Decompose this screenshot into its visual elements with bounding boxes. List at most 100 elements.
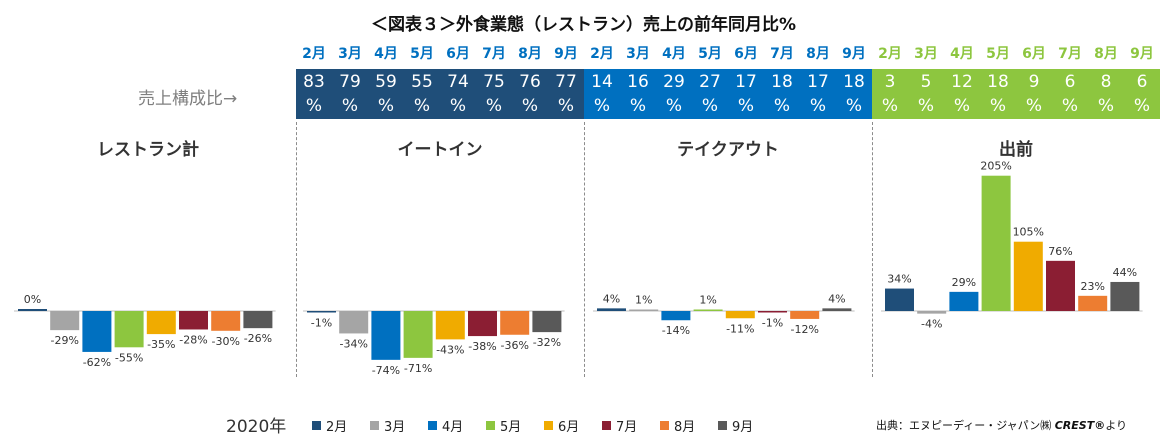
month-header: 6月	[734, 46, 758, 62]
sales-share-value: 6	[1064, 72, 1076, 92]
sales-share-value: 27	[699, 72, 721, 92]
sales-share-value: 9	[1028, 72, 1040, 92]
legend-swatch	[428, 421, 437, 430]
legend-item: 2月	[312, 416, 370, 435]
sales-share-unit: %	[377, 96, 395, 116]
month-header: 4月	[374, 46, 398, 62]
bar-2-8	[532, 311, 562, 333]
month-header: 5月	[698, 46, 722, 62]
month-header: 5月	[410, 46, 434, 62]
chart-title: ＜図表３＞外食業態（レストラン）売上の前年同月比%	[370, 15, 797, 35]
legend-item: 9月	[718, 416, 776, 435]
bar-2-6	[468, 311, 497, 337]
sales-share-value: 18	[843, 72, 865, 92]
sales-share-cell: 74%	[440, 69, 476, 119]
month-header: 3月	[914, 46, 938, 62]
legend-label: 9月	[732, 420, 754, 435]
sales-share-eatin: 83% 79% 59% 55% 74% 75% 76% 77%	[296, 69, 584, 119]
bar-4-6	[1046, 260, 1075, 311]
panel-divider	[584, 122, 585, 377]
data-label: 1%	[635, 294, 652, 307]
sales-share-unit: %	[629, 96, 647, 116]
sales-share-unit: %	[701, 96, 719, 116]
sales-share-unit: %	[665, 96, 683, 116]
legend-swatch	[486, 421, 495, 430]
legend-label: 8月	[674, 420, 696, 435]
legend-label: 2月	[326, 420, 348, 435]
sales-share-value: 5	[920, 72, 932, 92]
source-note: 出典：エヌピーディー・ジャパン㈱ CREST®より	[876, 417, 1127, 433]
data-label: 44%	[1113, 266, 1137, 279]
sales-share-cell: 29%	[656, 69, 692, 119]
data-label: -11%	[726, 322, 754, 335]
month-header: 3月	[338, 46, 362, 62]
sales-share-unit: %	[1025, 96, 1043, 116]
data-label: -4%	[921, 318, 942, 331]
legend-label: 6月	[558, 420, 580, 435]
sales-share-unit: %	[413, 96, 431, 116]
month-header: 8月	[806, 46, 830, 62]
bar-1-6	[179, 311, 208, 330]
legend-item: 6月	[544, 416, 602, 435]
legend-item: 4月	[428, 416, 486, 435]
data-label: 76%	[1048, 245, 1072, 258]
bar-3-1	[597, 308, 626, 311]
legend-item: 8月	[660, 416, 718, 435]
legend-label: 7月	[616, 420, 638, 435]
bar-3-4	[693, 309, 723, 311]
sales-share-cell: 75%	[476, 69, 512, 119]
sales-share-value: 76	[519, 72, 541, 92]
bar-4-2	[917, 311, 947, 314]
sales-share-cell: 83%	[296, 69, 332, 119]
data-label: -1%	[762, 317, 783, 330]
data-label: -29%	[50, 334, 78, 347]
month-header: 4月	[662, 46, 686, 62]
bar-3-6	[758, 311, 787, 313]
legend-swatch	[370, 421, 379, 430]
data-label: 105%	[1013, 226, 1044, 239]
sales-share-delivery: 3% 5% 12% 18% 9% 6% 8% 6%	[872, 69, 1160, 119]
data-label: 205%	[980, 160, 1011, 173]
sales-share-unit: %	[773, 96, 791, 116]
data-label: -62%	[83, 356, 111, 369]
bar-1-2	[50, 311, 80, 331]
month-header: 8月	[518, 46, 542, 62]
bar-3-3	[661, 311, 691, 321]
sales-share-unit: %	[485, 96, 503, 116]
bar-2-1	[307, 311, 336, 313]
month-header: 2月	[302, 46, 326, 62]
sales-share-unit: %	[737, 96, 755, 116]
data-label: -71%	[404, 362, 432, 375]
bar-3-8	[822, 308, 852, 311]
legend-item: 7月	[602, 416, 660, 435]
bar-2-2	[339, 311, 369, 334]
panel-title-restaurant-total: レストラン計	[97, 140, 199, 160]
sales-share-value: 14	[591, 72, 613, 92]
legend-item: 3月	[370, 416, 428, 435]
month-header: 9月	[554, 46, 578, 62]
sales-share-cell: 55%	[404, 69, 440, 119]
data-label: -14%	[662, 324, 690, 337]
data-label: 4%	[603, 292, 620, 305]
month-header: 9月	[1130, 46, 1154, 62]
bar-4-3	[949, 291, 979, 311]
sales-share-cell: 17%	[728, 69, 764, 119]
month-header: 3月	[626, 46, 650, 62]
bar-2-4	[403, 311, 433, 358]
sales-share-label: 売上構成比→	[138, 89, 238, 109]
sales-share-value: 12	[951, 72, 973, 92]
data-label: -36%	[500, 339, 528, 352]
month-header: 5月	[986, 46, 1010, 62]
sales-share-cell: 59%	[368, 69, 404, 119]
sales-share-value: 29	[663, 72, 685, 92]
month-header: 4月	[950, 46, 974, 62]
month-header: 2月	[590, 46, 614, 62]
sales-share-takeout: 14% 16% 29% 27% 17% 18% 17% 18%	[584, 69, 872, 119]
bar-1-3	[82, 311, 112, 352]
month-header: 9月	[842, 46, 866, 62]
bar-2-7	[500, 311, 530, 335]
sales-share-unit: %	[305, 96, 323, 116]
source-brand: CREST®	[1054, 419, 1106, 432]
bar-1-1	[18, 309, 47, 311]
